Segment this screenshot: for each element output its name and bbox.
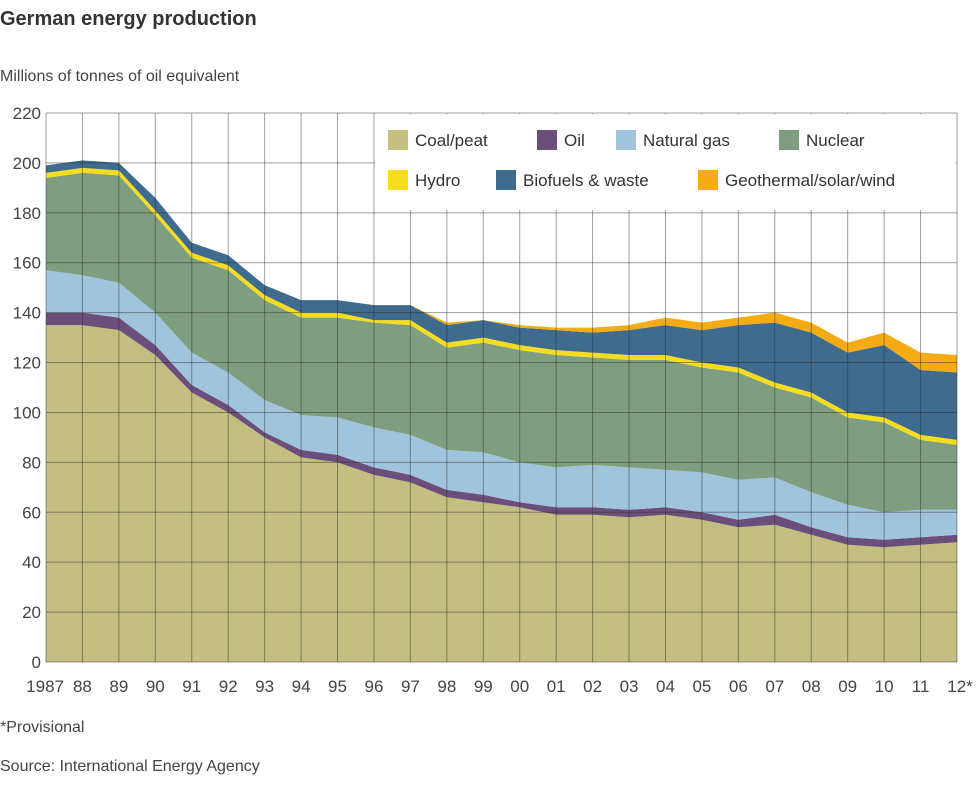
legend-swatch: [779, 130, 799, 150]
legend: Coal/peat Oil Natural gas Nuclear Hydro Biofu…: [375, 114, 956, 210]
x-tick-label: 09: [838, 677, 857, 696]
x-tick-label: 90: [146, 677, 165, 696]
x-tick-label: 10: [875, 677, 894, 696]
legend-swatch: [698, 170, 718, 190]
y-tick-label: 20: [22, 603, 41, 622]
legend-item-nuclear: Nuclear: [779, 130, 865, 150]
legend-item-oil: Oil: [537, 130, 585, 150]
x-tick-label: 1987: [26, 677, 64, 696]
chart-title: German energy production: [0, 8, 257, 30]
legend-label: Geothermal/solar/wind: [725, 171, 895, 190]
x-tick-label: 98: [437, 677, 456, 696]
legend-swatch: [388, 170, 408, 190]
legend-swatch: [537, 130, 557, 150]
y-tick-label: 120: [13, 354, 41, 373]
x-tick-label: 96: [364, 677, 383, 696]
area-nuclear: [46, 172, 957, 513]
grid: [45, 112, 958, 663]
area-oil: [46, 312, 957, 548]
y-tick-label: 0: [32, 653, 41, 672]
x-tick-label: 02: [583, 677, 602, 696]
y-tick-label: 220: [13, 104, 41, 123]
y-tick-label: 80: [22, 453, 41, 472]
y-tick-label: 180: [13, 204, 41, 223]
legend-swatch: [616, 130, 636, 150]
x-tick-label: 97: [401, 677, 420, 696]
x-tick-label: 92: [219, 677, 238, 696]
y-tick-label: 100: [13, 403, 41, 422]
x-axis-ticks: 1987 88 89 90 91 92 93 94 95 96 97 98 99 00 01 02 03 04 05…: [26, 677, 973, 696]
x-tick-label: 99: [474, 677, 493, 696]
y-tick-label: 140: [13, 304, 41, 323]
area-coal-peat: [46, 325, 957, 662]
source: Source: International Energy Agency: [0, 758, 260, 775]
legend-label: Natural gas: [643, 131, 730, 150]
footnote: *Provisional: [0, 719, 84, 736]
x-tick-label: 91: [182, 677, 201, 696]
y-tick-label: 160: [13, 254, 41, 273]
x-tick-label: 11: [912, 677, 930, 696]
legend-swatch: [388, 130, 408, 150]
y-tick-label: 60: [22, 503, 41, 522]
legend-item-geothermal-solar-wind: Geothermal/solar/wind: [698, 170, 895, 190]
legend-label: Biofuels & waste: [523, 171, 649, 190]
x-tick-label: 07: [765, 677, 784, 696]
y-tick-label: 40: [22, 553, 41, 572]
legend-box: [375, 114, 956, 210]
legend-swatch: [496, 170, 516, 190]
legend-label: Oil: [564, 131, 585, 150]
x-tick-label: 04: [656, 677, 675, 696]
x-tick-label: 03: [620, 677, 639, 696]
x-tick-label: 12*: [947, 677, 973, 696]
y-tick-label: 200: [13, 154, 41, 173]
legend-item-coal-peat: Coal/peat: [388, 130, 488, 150]
legend-item-natural-gas: Natural gas: [616, 130, 730, 150]
legend-item-biofuels-waste: Biofuels & waste: [496, 170, 649, 190]
x-tick-label: 94: [292, 677, 311, 696]
chart-subtitle: Millions of tonnes of oil equivalent: [0, 68, 240, 85]
x-tick-label: 06: [729, 677, 748, 696]
x-tick-label: 95: [328, 677, 347, 696]
x-tick-label: 89: [109, 677, 128, 696]
area-natural-gas: [46, 270, 957, 540]
x-tick-label: 01: [547, 677, 566, 696]
legend-label: Hydro: [415, 171, 460, 190]
y-axis-ticks: 0 20 40 60 80 100 120 140 160 180 200 220: [13, 104, 41, 672]
area-biofuels-waste: [46, 160, 957, 440]
areas: [46, 160, 957, 662]
area-geothermal-solar-wind: [46, 160, 957, 373]
x-tick-label: 93: [255, 677, 274, 696]
x-tick-label: 88: [73, 677, 92, 696]
legend-label: Nuclear: [806, 131, 865, 150]
area-hydro: [46, 167, 957, 445]
x-tick-label: 05: [692, 677, 711, 696]
x-tick-label: 08: [802, 677, 821, 696]
x-tick-label: 00: [510, 677, 529, 696]
legend-label: Coal/peat: [415, 131, 488, 150]
legend-item-hydro: Hydro: [388, 170, 460, 190]
